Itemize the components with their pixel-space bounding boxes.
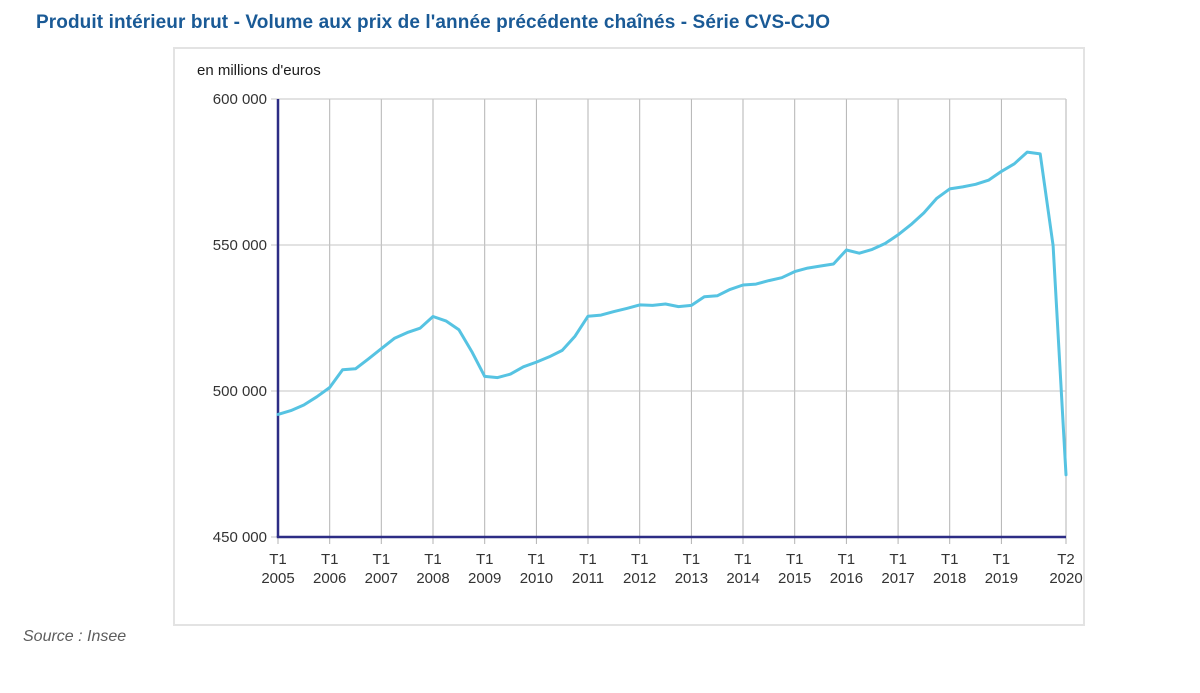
x-tick-label-period: T1: [579, 551, 597, 568]
x-tick-label-year: 2011: [572, 570, 604, 587]
x-tick-label-period: T1: [476, 551, 494, 568]
x-tick-label-year: 2020: [1049, 570, 1082, 587]
x-tick-label-period: T1: [269, 551, 287, 568]
x-tick-label-year: 2008: [416, 570, 449, 587]
x-tick-label-year: 2005: [261, 570, 294, 587]
x-tick-label-period: T1: [889, 551, 907, 568]
x-tick-label-year: 2016: [830, 570, 863, 587]
chart-panel: en millions d'euros 600 000 550 000 500 00…: [173, 47, 1085, 626]
y-tick-label: 450 000: [213, 529, 267, 546]
x-tick-label-period: T1: [683, 551, 701, 568]
x-tick-label-year: 2018: [933, 570, 966, 587]
x-tick-label-period: T1: [993, 551, 1011, 568]
x-tick-label-year: 2009: [468, 570, 501, 587]
x-tick-label-period: T1: [424, 551, 442, 568]
y-tick-label: 550 000: [213, 237, 267, 254]
x-tick-label-year: 2017: [881, 570, 914, 587]
x-tick-label-year: 2007: [365, 570, 398, 587]
gdp-line-series: [276, 150, 1068, 477]
x-tick-label-period: T2: [1057, 551, 1075, 568]
x-tick-label-period: T1: [941, 551, 959, 568]
x-tick-label-period: T1: [838, 551, 856, 568]
x-tick-label-period: T1: [786, 551, 804, 568]
x-tick-label-year: 2006: [313, 570, 346, 587]
x-tick-label-year: 2012: [623, 570, 656, 587]
source-note: Source : Insee: [23, 628, 127, 645]
x-tick-label-period: T1: [321, 551, 339, 568]
y-axis-unit-label: en millions d'euros: [197, 62, 321, 79]
x-tick-label-year: 2015: [778, 570, 811, 587]
x-tick-label-year: 2013: [675, 570, 708, 587]
x-tick-label-year: 2014: [726, 570, 759, 587]
x-tick-label-period: T1: [528, 551, 546, 568]
y-tick-label: 600 000: [213, 91, 267, 108]
page-title: Produit intérieur brut - Volume aux prix…: [36, 12, 831, 33]
x-tick-label-year: 2019: [985, 570, 1018, 587]
x-tick-label-period: T1: [734, 551, 752, 568]
x-tick-label-period: T1: [373, 551, 391, 568]
y-tick-label: 500 000: [213, 383, 267, 400]
x-tick-label-period: T1: [631, 551, 649, 568]
x-tick-label-year: 2010: [520, 570, 553, 587]
